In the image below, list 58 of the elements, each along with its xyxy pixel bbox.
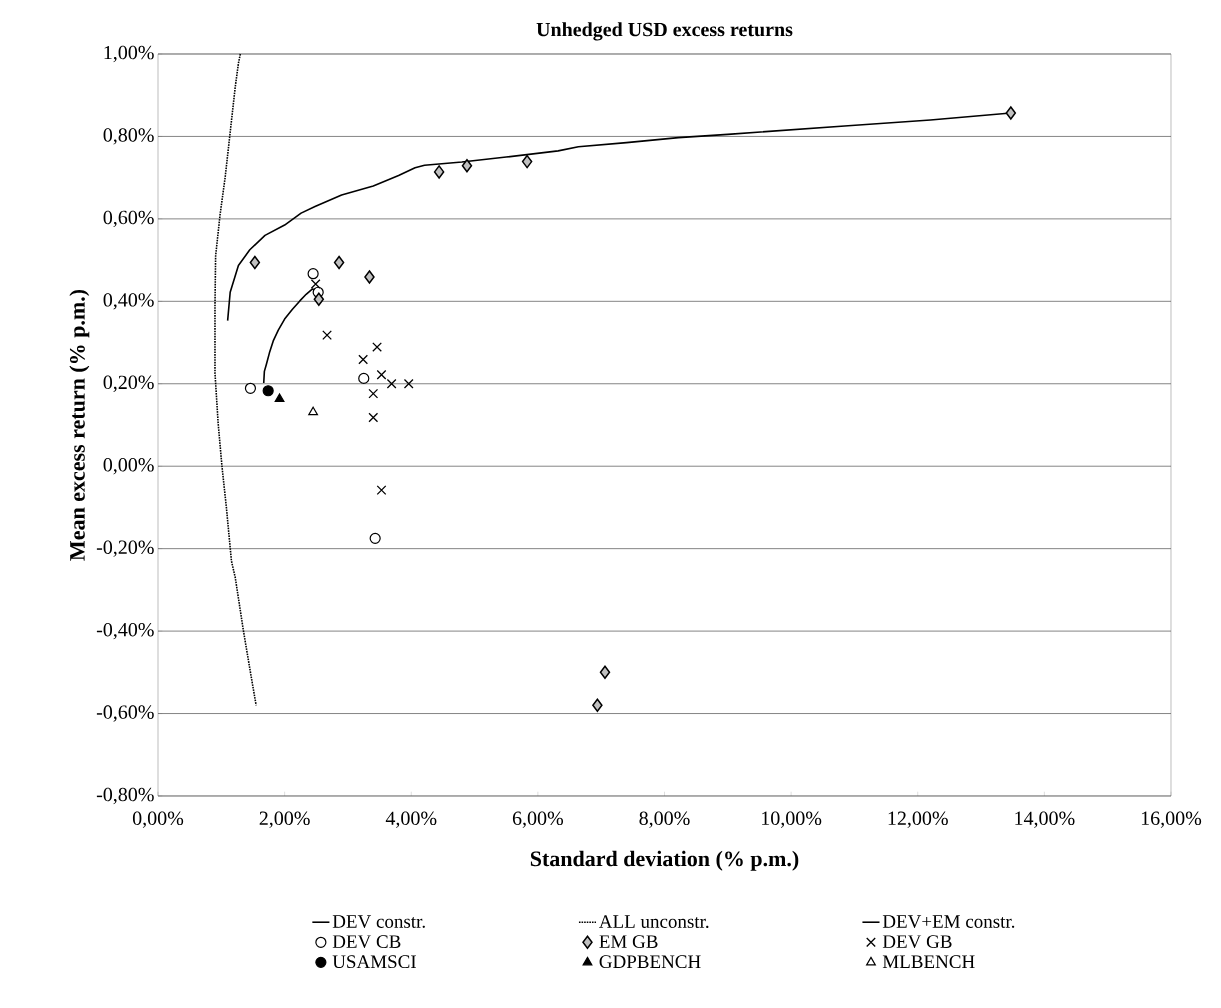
legend-label: MLBENCH bbox=[882, 955, 975, 969]
point bbox=[1005, 106, 1017, 120]
point bbox=[592, 698, 603, 713]
line-series bbox=[214, 53, 257, 707]
x-tick-label: 10,00% bbox=[762, 811, 822, 828]
y-tick-label: -0,20% bbox=[96, 540, 154, 557]
y-tick-label: -0,60% bbox=[96, 705, 154, 722]
x-tick-label: 2,00% bbox=[259, 811, 310, 828]
point bbox=[262, 385, 274, 397]
point bbox=[433, 165, 445, 179]
x-tick-label: 12,00% bbox=[888, 811, 948, 828]
point bbox=[308, 406, 319, 416]
point bbox=[358, 372, 370, 384]
x-tick-label: 8,00% bbox=[639, 811, 690, 828]
point bbox=[364, 270, 375, 284]
legend-label: DEV CB bbox=[332, 935, 401, 949]
point bbox=[333, 255, 345, 270]
y-tick-label: 0,80% bbox=[103, 128, 154, 145]
point bbox=[313, 292, 325, 307]
point bbox=[376, 369, 387, 380]
y-tick-label: 0,60% bbox=[103, 210, 154, 228]
point bbox=[368, 388, 379, 399]
x-tick-label: 16,00% bbox=[1141, 811, 1202, 828]
y-tick-label: 1,00% bbox=[104, 45, 154, 63]
x-tick-label: 14,00% bbox=[1015, 811, 1075, 828]
x-tick-label: 0,00% bbox=[132, 811, 184, 828]
point bbox=[376, 485, 387, 496]
point bbox=[599, 665, 611, 680]
legend-label: USAMSCI bbox=[332, 955, 416, 969]
legend-label: DEV GB bbox=[882, 935, 952, 949]
point bbox=[249, 255, 261, 270]
legend-label: GDPBENCH bbox=[599, 955, 701, 969]
legend-label: ALL unconstr. bbox=[599, 915, 709, 929]
y-tick-label: 0,40% bbox=[103, 293, 154, 310]
point bbox=[322, 330, 332, 341]
x-tick-label: 4,00% bbox=[385, 811, 437, 828]
y-tick-label: 0,20% bbox=[103, 375, 154, 392]
legend-label: EM GB bbox=[599, 935, 658, 949]
legend-label: DEV constr. bbox=[332, 915, 425, 928]
point bbox=[274, 393, 285, 403]
point bbox=[403, 378, 414, 389]
y-axis-title: Mean excess return (% p.m.) bbox=[69, 289, 90, 561]
point bbox=[386, 378, 397, 389]
y-tick-label: -0,80% bbox=[96, 787, 154, 805]
point bbox=[307, 268, 319, 280]
legend-label: DEV+EM constr. bbox=[882, 915, 1015, 928]
y-tick-label: -0,40% bbox=[96, 622, 154, 640]
point bbox=[521, 154, 533, 169]
point bbox=[461, 158, 473, 173]
point bbox=[358, 354, 369, 365]
point bbox=[244, 382, 257, 394]
chart-title: Unhedged USD excess returns bbox=[536, 22, 793, 41]
y-tick-label: 0,00% bbox=[103, 458, 154, 475]
x-tick-label: 6,00% bbox=[512, 811, 564, 828]
x-axis-title: Standard deviation (% p.m.) bbox=[530, 850, 799, 871]
point bbox=[372, 342, 382, 352]
point bbox=[369, 532, 381, 544]
point bbox=[368, 412, 379, 423]
